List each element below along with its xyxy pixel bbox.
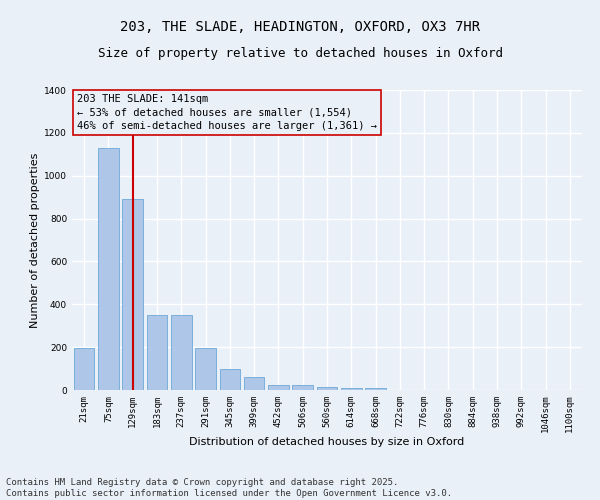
Bar xyxy=(146,315,167,390)
Y-axis label: Number of detached properties: Number of detached properties xyxy=(30,152,40,328)
Text: Contains HM Land Registry data © Crown copyright and database right 2025.
Contai: Contains HM Land Registry data © Crown c… xyxy=(6,478,452,498)
Bar xyxy=(341,388,362,390)
Bar xyxy=(122,200,143,390)
Text: Size of property relative to detached houses in Oxford: Size of property relative to detached ho… xyxy=(97,48,503,60)
Bar xyxy=(74,348,94,390)
Bar xyxy=(171,315,191,390)
Text: 203 THE SLADE: 141sqm
← 53% of detached houses are smaller (1,554)
46% of semi-d: 203 THE SLADE: 141sqm ← 53% of detached … xyxy=(77,94,377,131)
Text: 203, THE SLADE, HEADINGTON, OXFORD, OX3 7HR: 203, THE SLADE, HEADINGTON, OXFORD, OX3 … xyxy=(120,20,480,34)
Bar xyxy=(195,348,216,390)
Bar xyxy=(317,387,337,390)
Bar xyxy=(244,377,265,390)
X-axis label: Distribution of detached houses by size in Oxford: Distribution of detached houses by size … xyxy=(190,436,464,446)
Bar xyxy=(292,386,313,390)
Bar xyxy=(365,388,386,390)
Bar xyxy=(268,384,289,390)
Bar xyxy=(98,148,119,390)
Bar xyxy=(220,368,240,390)
